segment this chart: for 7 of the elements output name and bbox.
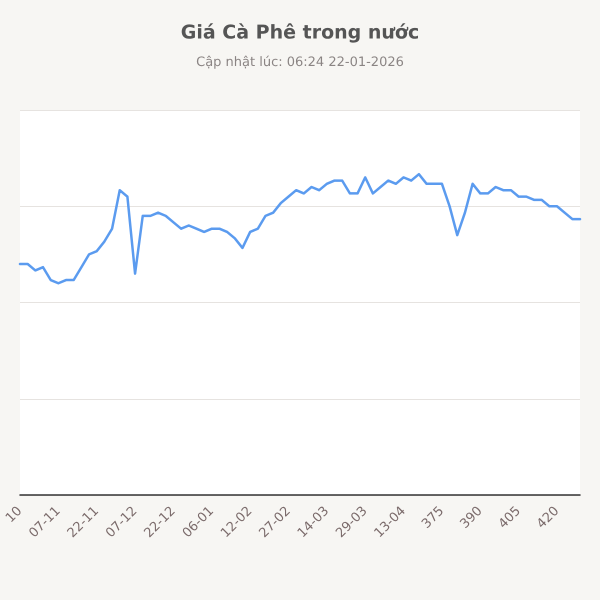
x-tick-label: 10 (3, 504, 26, 526)
x-tick-label: 405 (496, 504, 524, 532)
x-tick-label: 420 (534, 504, 562, 532)
chart-title: Giá Cà Phê trong nước (180, 22, 420, 44)
x-tick-label: 375 (419, 504, 448, 532)
x-tick-label: 390 (457, 504, 486, 532)
chart-subtitle: Cập nhật lúc: 06:24 22-01-2026 (196, 55, 404, 70)
